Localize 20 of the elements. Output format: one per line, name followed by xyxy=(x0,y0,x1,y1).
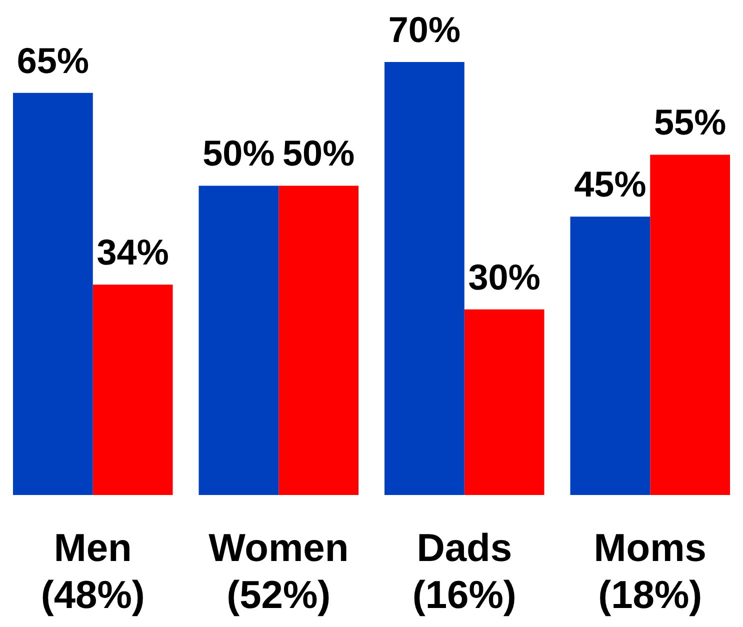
data-label: 45% xyxy=(574,164,646,205)
bar xyxy=(384,62,464,495)
data-label: 30% xyxy=(468,256,540,298)
bar xyxy=(650,154,730,495)
bar xyxy=(198,186,279,495)
x-tick-label: Women (52%) xyxy=(208,527,349,617)
bar xyxy=(278,186,358,495)
data-label: 65% xyxy=(16,40,89,81)
x-tick-label: Men (48%) xyxy=(40,527,145,617)
data-label: 55% xyxy=(654,102,726,143)
bar xyxy=(92,284,173,495)
x-tick-label: Dads (16%) xyxy=(412,527,516,617)
bar xyxy=(13,92,93,495)
data-label: 70% xyxy=(388,8,460,50)
data-label: 50% xyxy=(202,132,275,174)
data-label: 34% xyxy=(96,232,169,273)
x-tick-label: Moms (18%) xyxy=(594,527,706,617)
bar xyxy=(464,309,544,495)
bar xyxy=(570,216,650,495)
data-label: 50% xyxy=(282,132,355,174)
